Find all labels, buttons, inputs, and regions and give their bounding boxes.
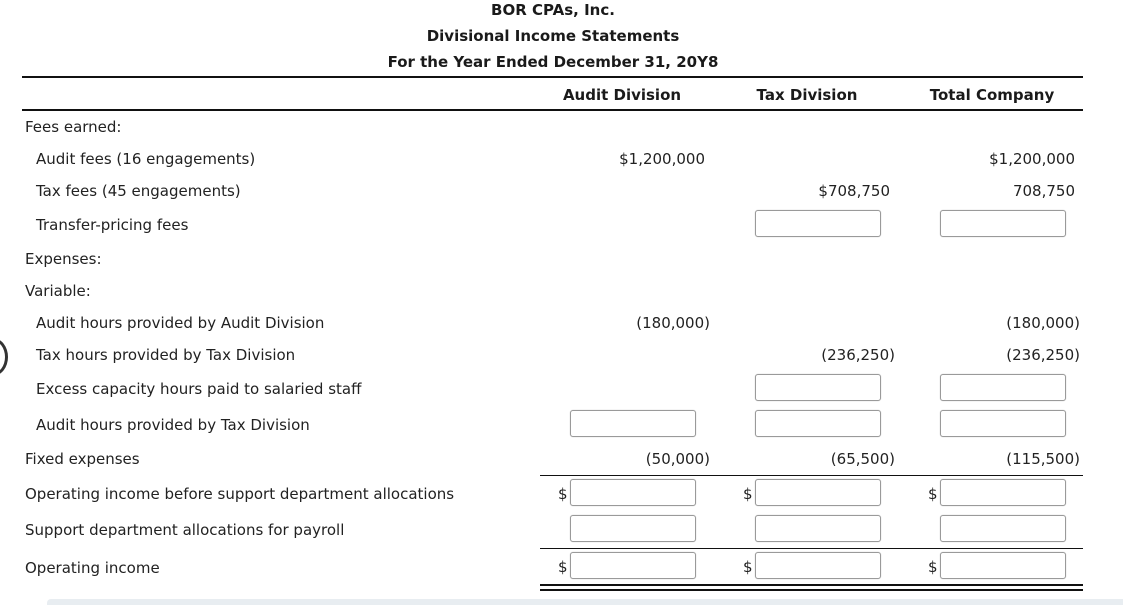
audit-fees-total-value: $1,200,000	[989, 150, 1075, 168]
column-header-tax-division: Tax Division	[756, 86, 858, 104]
column-header-total-company: Total Company	[929, 86, 1055, 104]
fixed-expenses-audit-value: (50,000)	[645, 450, 710, 468]
tax-hours-tax-division-tax-value: (236,250)	[821, 346, 895, 364]
bottom-panel-edge	[47, 599, 1123, 605]
operating-income-rule	[540, 548, 1083, 549]
audit-hours-tax-division-tax-input[interactable]	[755, 410, 881, 437]
transfer-pricing-fees-total-input[interactable]	[940, 210, 1066, 237]
excess-capacity-total-input[interactable]	[940, 374, 1066, 401]
tax-hours-tax-division-total-value: (236,250)	[1006, 346, 1080, 364]
company-name: BOR CPAs, Inc.	[491, 1, 615, 19]
row-label-op-income-before-allocations: Operating income before support departme…	[25, 485, 455, 503]
audit-hours-tax-division-audit-input[interactable]	[570, 410, 696, 437]
support-allocations-total-input[interactable]	[940, 515, 1066, 542]
audit-hours-audit-division-total-value: (180,000)	[1006, 314, 1080, 332]
support-allocations-tax-input[interactable]	[755, 515, 881, 542]
op-income-total-currency: $	[928, 558, 938, 576]
row-label-audit-hours-tax-division: Audit hours provided by Tax Division	[36, 416, 310, 434]
row-label-support-department-allocations: Support department allocations for payro…	[25, 521, 345, 539]
row-label-transfer-pricing-fees: Transfer-pricing fees	[36, 216, 189, 234]
op-income-before-total-currency: $	[928, 485, 938, 503]
row-label-audit-fees: Audit fees (16 engagements)	[36, 150, 256, 168]
statement-title: Divisional Income Statements	[426, 27, 680, 45]
op-income-audit-input[interactable]	[570, 552, 696, 579]
excess-capacity-tax-input[interactable]	[755, 374, 881, 401]
row-label-variable: Variable:	[25, 282, 91, 300]
row-label-expenses: Expenses:	[25, 250, 102, 268]
row-label-tax-hours-tax-division: Tax hours provided by Tax Division	[36, 346, 296, 364]
row-label-fixed-expenses: Fixed expenses	[25, 450, 140, 468]
op-income-before-tax-currency: $	[743, 485, 753, 503]
op-income-tax-input[interactable]	[755, 552, 881, 579]
tax-fees-tax-value: $708,750	[818, 182, 890, 200]
row-label-excess-capacity-hours: Excess capacity hours paid to salaried s…	[36, 380, 362, 398]
header-bottom-rule	[22, 109, 1083, 111]
op-income-total-input[interactable]	[940, 552, 1066, 579]
subtotal-rule	[540, 475, 1083, 476]
row-label-fees-earned: Fees earned:	[25, 118, 122, 136]
op-income-audit-currency: $	[558, 558, 568, 576]
support-allocations-audit-input[interactable]	[570, 515, 696, 542]
partial-circle-icon	[0, 338, 8, 376]
statement-period: For the Year Ended December 31, 20Y8	[387, 53, 719, 71]
op-income-before-audit-currency: $	[558, 485, 568, 503]
tax-fees-total-value: 708,750	[1012, 182, 1075, 200]
total-double-rule	[540, 584, 1083, 591]
audit-fees-audit-value: $1,200,000	[619, 150, 705, 168]
header-top-rule	[22, 76, 1083, 78]
op-income-tax-currency: $	[743, 558, 753, 576]
fixed-expenses-tax-value: (65,500)	[830, 450, 895, 468]
audit-hours-tax-division-total-input[interactable]	[940, 410, 1066, 437]
column-header-audit-division: Audit Division	[562, 86, 682, 104]
op-income-before-tax-input[interactable]	[755, 479, 881, 506]
row-label-tax-fees: Tax fees (45 engagements)	[36, 182, 241, 200]
transfer-pricing-fees-tax-input[interactable]	[755, 210, 881, 237]
op-income-before-audit-input[interactable]	[570, 479, 696, 506]
op-income-before-total-input[interactable]	[940, 479, 1066, 506]
row-label-operating-income: Operating income	[25, 559, 160, 577]
fixed-expenses-total-value: (115,500)	[1006, 450, 1080, 468]
row-label-audit-hours-audit-division: Audit hours provided by Audit Division	[36, 314, 325, 332]
audit-hours-audit-division-audit-value: (180,000)	[636, 314, 710, 332]
